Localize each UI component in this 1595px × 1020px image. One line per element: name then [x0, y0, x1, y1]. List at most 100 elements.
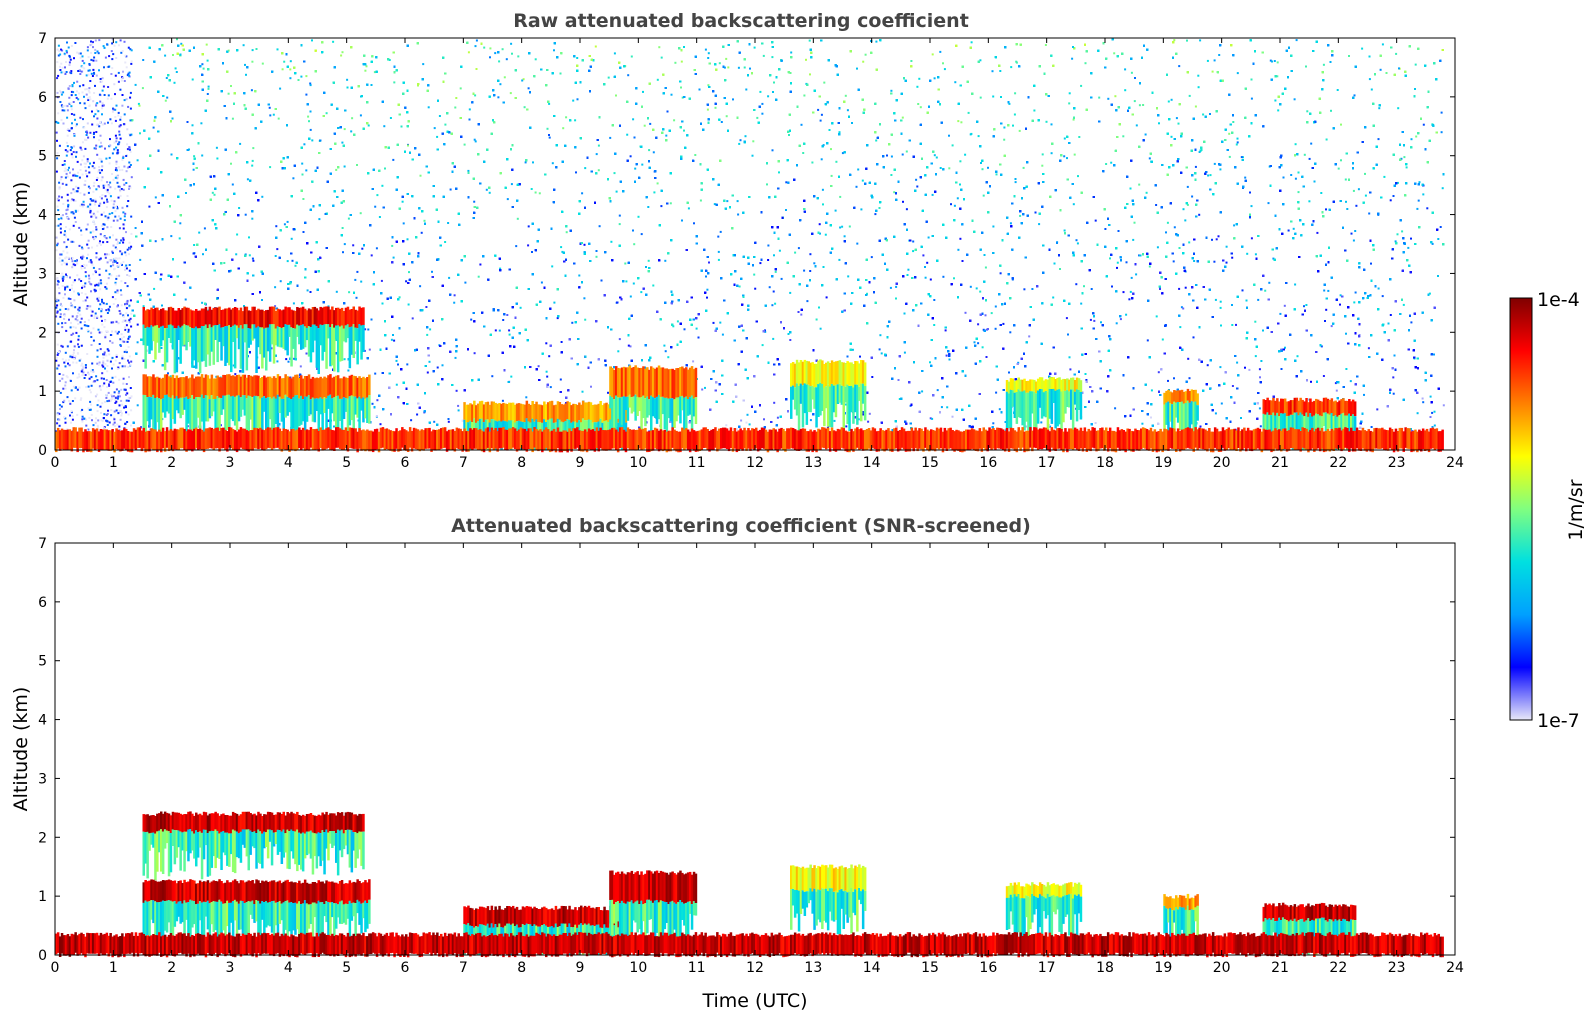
noise-cell [201, 154, 204, 157]
noise-cell [753, 273, 756, 276]
noise-cell [981, 168, 984, 171]
noise-cell [1368, 78, 1371, 81]
noise-cell [524, 161, 527, 164]
noise-cell [1262, 329, 1264, 332]
noise-cell [428, 360, 431, 363]
noise-cell [1178, 65, 1181, 68]
noise-cell [1320, 192, 1323, 194]
noise-cell [1138, 104, 1141, 107]
noise-cell [1428, 292, 1431, 295]
noise-cell [1417, 199, 1420, 202]
noise-cell [999, 272, 1002, 275]
noise-cell [948, 167, 951, 170]
noise-cell [180, 42, 183, 45]
noise-cell [499, 267, 502, 270]
noise-cell [652, 151, 655, 154]
noise-cell [216, 157, 219, 160]
noise-cell [1166, 221, 1169, 224]
noise-cell [680, 86, 682, 89]
noise-cell [274, 286, 277, 289]
noise-cell [343, 358, 346, 361]
noise-cell [1165, 231, 1167, 234]
noise-cell [1172, 260, 1175, 263]
noise-cell [590, 385, 592, 388]
noise-cell [1003, 126, 1006, 129]
noise-cell [1072, 118, 1075, 121]
noise-cell [778, 249, 781, 252]
noise-cell [931, 417, 934, 420]
noise-cell [1188, 377, 1191, 380]
noise-cell [1107, 97, 1110, 100]
noise-cell [719, 321, 722, 324]
noise-cell [1063, 155, 1066, 158]
noise-cell [269, 114, 272, 117]
noise-cell [1248, 368, 1251, 371]
noise-cell [1292, 227, 1295, 230]
noise-cell [503, 76, 506, 79]
noise-cell [294, 264, 297, 267]
noise-cell [1219, 168, 1222, 171]
noise-cell [984, 314, 987, 317]
noise-cell [309, 84, 312, 87]
noise-cell [519, 306, 522, 309]
noise-cell [773, 401, 776, 404]
noise-cell [545, 342, 548, 345]
noise-cell [1175, 117, 1178, 120]
noise-cell [738, 285, 741, 288]
noise-cell [821, 188, 824, 191]
noise-cell [615, 190, 618, 193]
noise-cell [1294, 143, 1297, 146]
noise-cell [811, 161, 814, 164]
noise-cell [633, 243, 636, 246]
noise-cell [583, 297, 586, 300]
noise-cell [739, 139, 742, 142]
noise-cell [822, 203, 824, 206]
noise-cell [501, 48, 504, 51]
noise-cell [1340, 123, 1342, 126]
noise-cell [269, 166, 272, 169]
noise-cell [1219, 300, 1222, 303]
noise-cell [1357, 188, 1360, 191]
noise-cell [485, 188, 488, 191]
noise-cell [343, 165, 346, 168]
noise-cell [1157, 371, 1160, 374]
noise-cell [211, 191, 214, 194]
noise-cell [790, 51, 793, 54]
noise-cell [489, 56, 491, 59]
noise-cell [1330, 325, 1333, 328]
noise-cell [1003, 138, 1006, 141]
noise-cell [142, 305, 145, 308]
noise-cell [800, 313, 803, 316]
noise-cell [365, 65, 368, 68]
noise-cell [950, 203, 952, 206]
noise-cell [1431, 411, 1434, 414]
noise-cell [1211, 238, 1213, 241]
noise-cell [1361, 47, 1364, 50]
noise-cell [489, 47, 492, 50]
noise-cell [364, 328, 367, 331]
noise-cell [878, 207, 881, 209]
noise-cell [759, 262, 762, 265]
noise-cell [1219, 306, 1222, 309]
noise-cell [819, 232, 821, 235]
noise-cell [871, 376, 874, 378]
noise-cell [170, 235, 173, 238]
noise-cell [252, 147, 255, 150]
noise-cell [166, 96, 169, 99]
noise-cell [647, 206, 650, 208]
noise-cell [1170, 98, 1173, 101]
noise-cell [1402, 303, 1405, 306]
noise-cell [992, 95, 995, 98]
noise-cell [1068, 356, 1071, 359]
noise-cell [359, 212, 362, 215]
heatmap-feature-noise [131, 38, 1445, 435]
noise-cell [706, 296, 708, 299]
noise-cell [565, 231, 568, 234]
noise-cell [169, 375, 172, 378]
noise-cell [1433, 424, 1436, 427]
noise-cell [817, 108, 820, 111]
noise-cell [1316, 231, 1319, 234]
noise-cell [1433, 410, 1436, 413]
noise-cell [692, 360, 695, 363]
noise-cell [494, 329, 497, 332]
